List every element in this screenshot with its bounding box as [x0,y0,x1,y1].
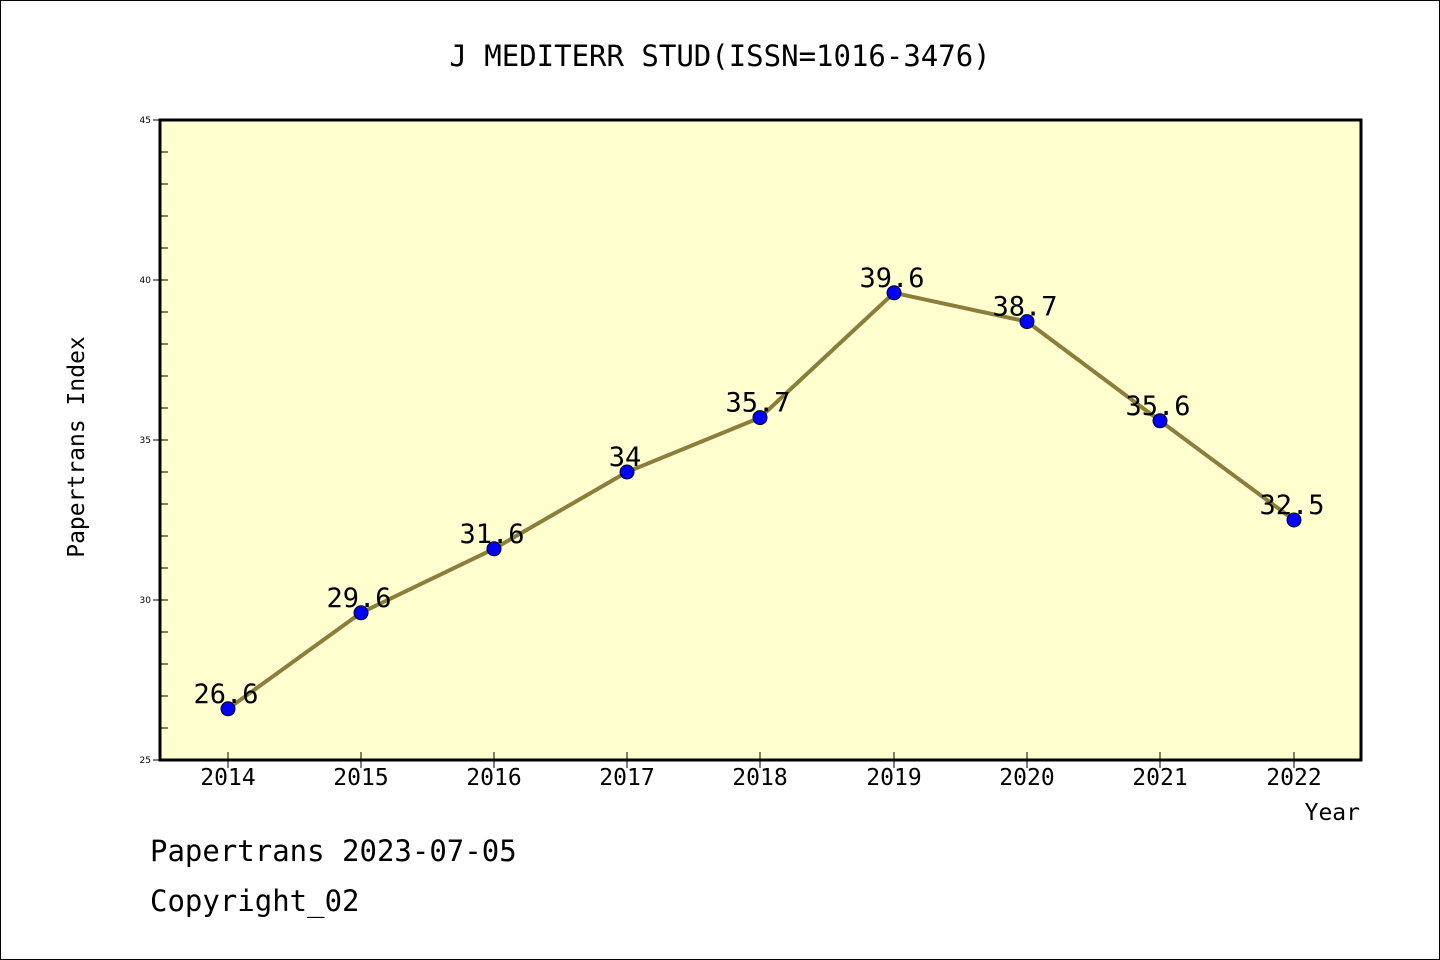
data-point [486,541,502,557]
data-point [353,605,369,621]
data-point [220,701,236,717]
x-tick-label: 2016 [466,765,521,791]
data-point [1019,314,1035,330]
x-tick-label: 2021 [1132,765,1187,791]
x-axis-title: Year [1305,800,1360,826]
y-tick-label: 35 [140,436,151,446]
y-tick-label: 25 [140,756,151,766]
footer-date: Papertrans 2023-07-05 [150,834,517,868]
data-point [619,464,635,480]
x-tick-label: 2019 [866,765,921,791]
x-tick-label: 2018 [732,765,787,791]
x-axis-tick-labels: 2014 2015 2016 2017 2018 2019 2020 2021 2022 [200,765,1321,791]
x-tick-label: 2020 [999,765,1054,791]
y-axis-tick-labels: 25 30 35 40 45 [140,116,152,766]
x-tick-label: 2014 [200,765,255,791]
y-tick-label: 45 [140,116,151,126]
data-point [1286,512,1302,528]
data-point [752,410,768,426]
x-tick-label: 2022 [1266,765,1321,791]
x-tick-label: 2017 [599,765,654,791]
y-axis-ticks [153,119,168,761]
y-axis-title: Papertrans Index [64,336,90,558]
data-points [220,285,1302,717]
footer-copyright: Copyright_02 [150,884,360,918]
chart-title: J MEDITERR STUD(ISSN=1016-3476) [449,39,990,73]
x-tick-label: 2015 [333,765,388,791]
data-point [1152,413,1168,429]
y-tick-label: 30 [140,596,152,606]
y-tick-label: 40 [140,276,152,286]
plot-area [158,118,1363,762]
x-axis-ticks [227,752,1295,768]
data-point [886,285,902,301]
